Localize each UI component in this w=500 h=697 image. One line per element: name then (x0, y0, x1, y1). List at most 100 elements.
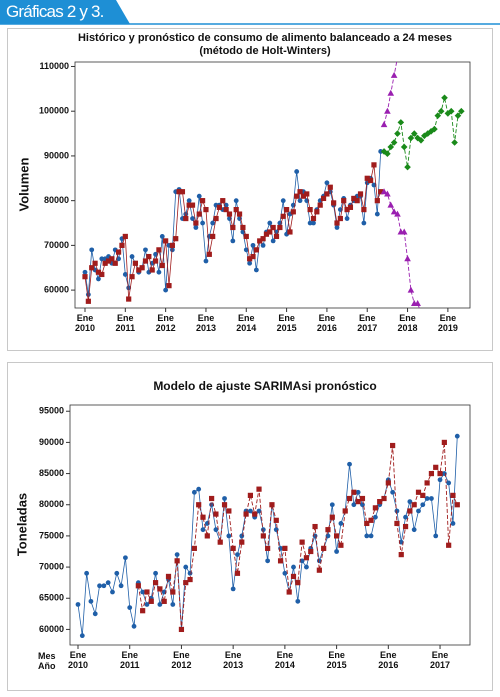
point (351, 502, 357, 508)
point (320, 195, 327, 202)
point (79, 633, 85, 639)
point (380, 121, 388, 128)
point (428, 470, 435, 477)
point (203, 258, 209, 264)
point (407, 499, 413, 505)
point (304, 191, 310, 197)
point (407, 286, 415, 293)
point (222, 496, 227, 501)
point (270, 238, 276, 244)
x-tick-label: Ene 2013 (195, 313, 216, 333)
point (354, 198, 360, 204)
point (129, 274, 135, 280)
point (176, 189, 182, 195)
point (394, 210, 401, 217)
point (372, 514, 378, 520)
point (427, 128, 435, 135)
point (374, 198, 380, 204)
point (441, 94, 448, 102)
point (378, 149, 384, 154)
point (174, 552, 180, 558)
point (131, 623, 137, 629)
point (146, 253, 152, 260)
point (179, 189, 186, 195)
point (170, 602, 176, 607)
point (200, 198, 206, 204)
y-axis-label: Volumen (16, 157, 32, 212)
point (380, 188, 388, 195)
point (97, 583, 102, 589)
point (411, 502, 417, 508)
point (451, 139, 458, 146)
point (136, 267, 142, 273)
point (355, 489, 361, 495)
point (213, 215, 219, 222)
point (411, 527, 417, 533)
point (410, 130, 418, 137)
point (109, 256, 115, 262)
point (447, 107, 455, 115)
point (307, 207, 313, 213)
point (407, 508, 413, 514)
x-tick-label: Ene 2017 (357, 313, 378, 333)
point (384, 190, 391, 197)
panel (7, 28, 493, 351)
point (84, 570, 90, 576)
point (257, 238, 263, 244)
point (159, 262, 165, 269)
point (243, 233, 249, 240)
point (416, 508, 421, 514)
point (230, 238, 236, 244)
point (364, 533, 370, 539)
point (92, 611, 98, 617)
point (324, 180, 330, 186)
point (378, 189, 384, 195)
point (173, 236, 179, 242)
point (170, 589, 176, 595)
plot-area (75, 433, 460, 639)
point (437, 107, 445, 115)
point (270, 224, 276, 231)
point (166, 283, 172, 289)
point (294, 193, 300, 199)
point (390, 208, 398, 215)
point (297, 198, 303, 204)
point (307, 220, 313, 226)
point (196, 211, 202, 217)
point (415, 489, 422, 495)
point (256, 486, 262, 492)
point (277, 224, 283, 231)
point (458, 107, 465, 115)
point (387, 89, 395, 96)
point (89, 265, 95, 271)
point (193, 220, 199, 226)
x-tick-label: Ene 2014 (274, 650, 295, 670)
point (282, 570, 288, 576)
point (235, 552, 240, 558)
point (361, 207, 367, 213)
point (216, 204, 222, 210)
point (351, 195, 357, 202)
point (364, 520, 370, 527)
point (407, 134, 415, 142)
x-tick-label: Ene 2014 (236, 313, 257, 333)
point (250, 242, 256, 248)
point (122, 272, 128, 277)
point (380, 148, 388, 155)
point (156, 247, 162, 253)
point (290, 209, 296, 215)
point (243, 511, 249, 517)
point (253, 267, 259, 273)
y-tick-label: 75000 (39, 530, 64, 540)
x-tick-label: Ene 2015 (326, 650, 347, 670)
point (294, 169, 300, 174)
point (295, 580, 301, 586)
point (344, 207, 350, 213)
point (101, 583, 107, 589)
point (421, 132, 428, 140)
point (233, 198, 239, 204)
point (454, 502, 460, 508)
point (196, 193, 202, 199)
point (248, 508, 253, 514)
point (347, 461, 352, 467)
